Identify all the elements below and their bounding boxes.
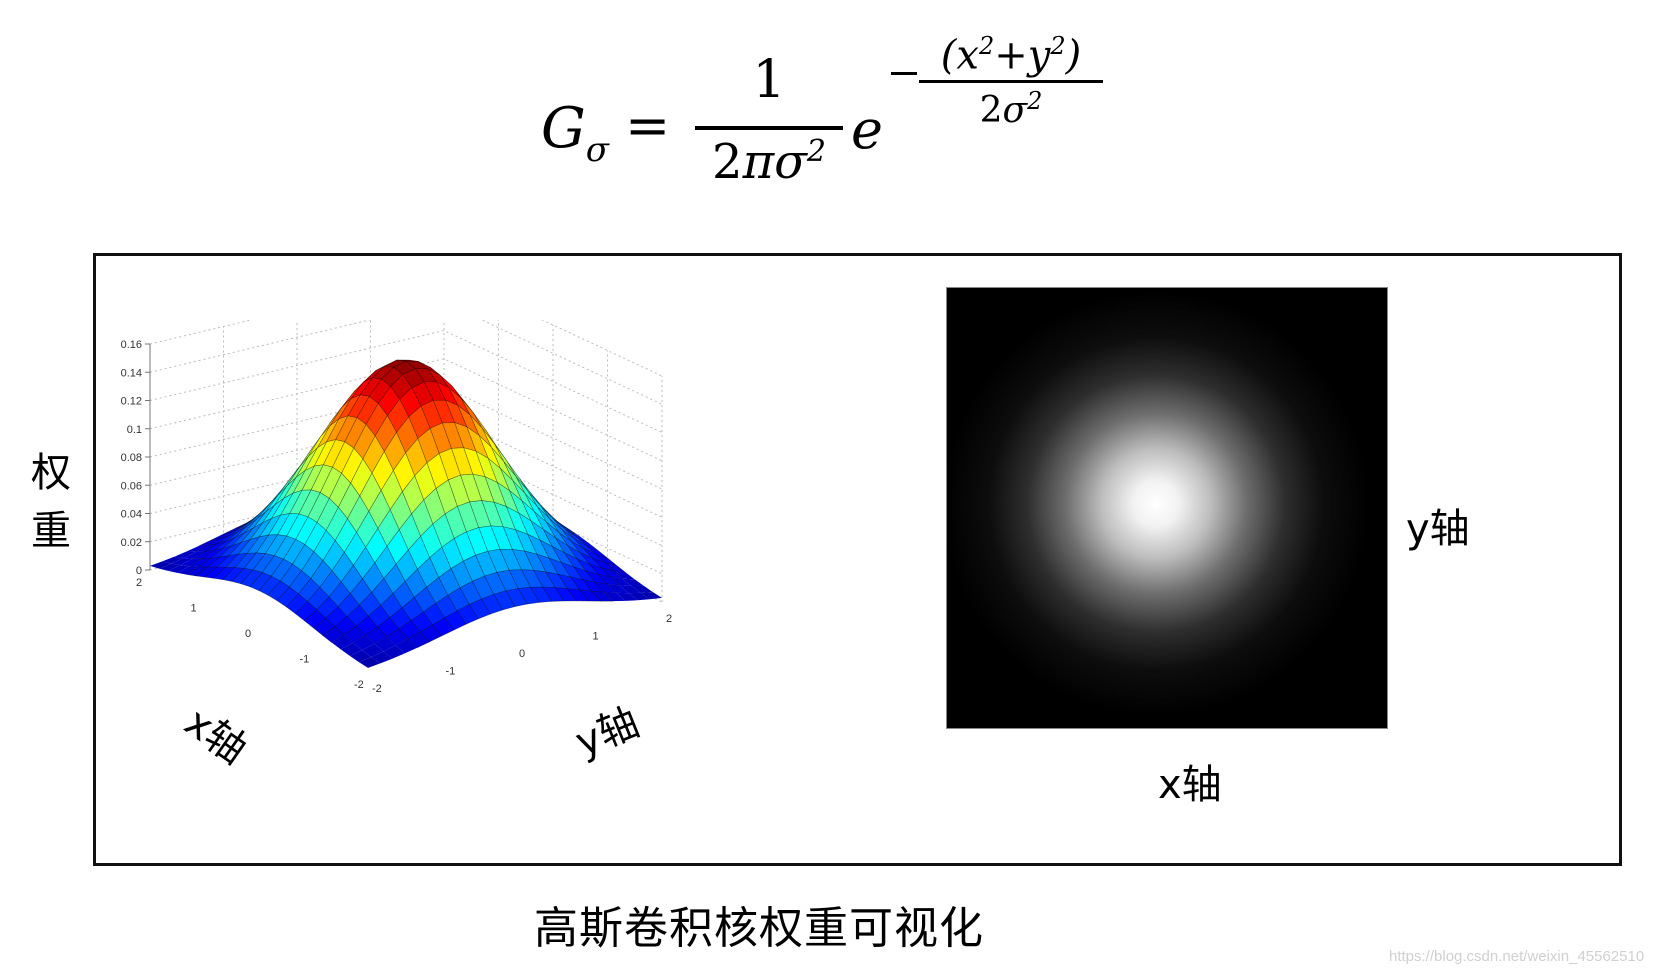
svg-text:-1: -1	[300, 654, 310, 666]
weight-label-char-1: 权	[31, 450, 71, 496]
gaussian-formula: Gσ = 1 2πσ2 e (x2+y2) 2σ2	[535, 30, 1135, 210]
exponent-minus-sign	[891, 72, 917, 75]
svg-text:1: 1	[191, 603, 197, 615]
formula-numerator: 1	[752, 50, 786, 110]
weight-axis-label: 权 重	[26, 444, 76, 560]
svg-text:0.12: 0.12	[121, 396, 142, 408]
exponent-denominator: 2σ2	[979, 87, 1043, 132]
formula-equals: =	[625, 94, 671, 157]
fraction-bar	[695, 126, 843, 130]
svg-text:-2: -2	[354, 679, 364, 691]
svg-text:0: 0	[136, 565, 142, 577]
gaussian-heatmap	[946, 287, 1388, 729]
svg-text:0.16: 0.16	[121, 339, 142, 351]
exponent-numerator: (x2+y2)	[940, 32, 1082, 79]
svg-text:2: 2	[666, 613, 672, 625]
svg-text:2: 2	[136, 577, 142, 589]
formula-lhs: Gσ	[541, 96, 609, 170]
svg-text:0.08: 0.08	[121, 452, 142, 464]
watermark: https://blog.csdn.net/weixin_45562510	[1389, 948, 1645, 965]
heatmap-x-axis-label: x轴	[1158, 762, 1222, 808]
figure-caption: 高斯卷积核权重可视化	[534, 903, 984, 954]
svg-text:0.1: 0.1	[127, 424, 142, 436]
svg-text:0.14: 0.14	[121, 367, 142, 379]
svg-text:0.04: 0.04	[121, 509, 142, 521]
formula-fraction: 1 2πσ2	[695, 50, 843, 190]
heatmap-y-axis-label: y轴	[1406, 506, 1470, 552]
svg-text:-1: -1	[446, 666, 456, 678]
formula-base-e: e	[851, 98, 883, 161]
formula-denominator: 2πσ2	[712, 134, 826, 190]
formula-exponent: (x2+y2) 2σ2	[919, 32, 1103, 131]
svg-text:-2: -2	[372, 683, 382, 695]
svg-text:0: 0	[245, 628, 251, 640]
visualization-frame	[93, 253, 1622, 866]
weight-label-char-2: 重	[31, 508, 71, 554]
svg-text:0: 0	[519, 648, 525, 660]
svg-text:0.02: 0.02	[121, 537, 142, 549]
gaussian-surface-plot: 0 0.02 0.04 0.06 0.08 0.1 0.12 0.14 0.16 -2 -1 0 1 2 -…	[121, 320, 672, 695]
exponent-fraction-bar	[919, 80, 1103, 84]
svg-text:1: 1	[593, 631, 599, 643]
svg-text:0.06: 0.06	[121, 480, 142, 492]
